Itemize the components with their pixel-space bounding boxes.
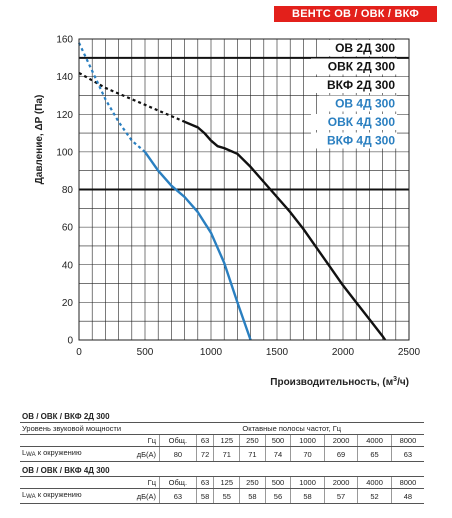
x-tick-label: 1500 (266, 347, 289, 358)
curves (78, 42, 387, 341)
lwa-label: LWA к окружению (20, 446, 130, 462)
table-cell: 52 (357, 488, 392, 504)
y-tick-label: 20 (62, 298, 74, 309)
freq-header-cell: Общ. (159, 434, 197, 447)
freq-header-cell: 1000 (290, 434, 325, 447)
table-cell: 74 (264, 446, 291, 462)
table-cell: 71 (239, 446, 266, 462)
series-1-line (184, 120, 387, 341)
table-cell: 55 (213, 488, 240, 504)
table-cell: 69 (323, 446, 358, 462)
legend-item: ОВ 4Д 300 (335, 97, 395, 111)
sound-table-4d: Гц Общ. 63 125 250 500 1000 2000 4000 8000 LWA к… (20, 476, 424, 504)
freq-header-cell: 500 (264, 434, 291, 447)
table-row: LWA к окружению дБ(А) 80 72 71 71 74 70 69 65 63 (20, 446, 424, 462)
legend-item-bg (311, 77, 397, 93)
table-row: Уровень звуковой мощности Октавные полос… (20, 422, 424, 435)
table-row: Гц Общ. 63 125 250 500 1000 2000 4000 8000 (20, 434, 424, 447)
table-cell: 72 (195, 446, 214, 462)
tick-labels: 0 500 1000 1500 2000 2500 0 20 40 60 80 100 120 140 16… (56, 35, 420, 359)
table-cell: 57 (323, 488, 358, 504)
y-tick-label: 100 (56, 147, 73, 158)
freq-header-cell: 125 (213, 476, 240, 489)
legend-item: ВКФ 2Д 300 (327, 78, 395, 92)
x-tick-label: 1000 (200, 347, 223, 358)
freq-header-cell: 250 (239, 476, 266, 489)
legend-item: ОВК 4Д 300 (328, 115, 396, 129)
lwa-label: LWA к окружению (20, 488, 130, 504)
hz-label: Гц (130, 476, 160, 489)
series-2-dashed-line (78, 42, 146, 153)
table-row: LWA к окружению дБ(А) 63 58 55 58 56 58 57 52 48 (20, 488, 424, 504)
unit-label: дБ(А) (130, 446, 160, 462)
legend-item-bg (319, 95, 397, 112)
pressure-flow-chart: 0 500 1000 1500 2000 2500 0 20 40 60 80 100 120 140 16… (34, 35, 421, 389)
y-axis-label: Давление, ΔP (Па) (34, 95, 45, 185)
table-cell: 48 (390, 488, 424, 504)
table-cell: 63 (390, 446, 424, 462)
freq-header-cell: 63 (195, 476, 214, 489)
table-cell: 58 (239, 488, 266, 504)
hz-label: Гц (130, 434, 160, 447)
x-axis-label-main: Производительность, (м (270, 377, 393, 388)
legend-item-bg (319, 40, 397, 56)
sound-power-label: Уровень звуковой мощности (20, 422, 160, 435)
table-cell: 58 (195, 488, 214, 504)
x-axis-label-end: /ч) (397, 377, 409, 388)
x-tick-label: 0 (76, 347, 82, 358)
y-tick-label: 0 (67, 336, 73, 347)
table1-title: ОВ / ОВК / ВКФ 2Д 300 (22, 412, 110, 421)
y-tick-label: 60 (62, 223, 74, 234)
freq-header-cell: 2000 (323, 476, 358, 489)
freq-header-cell: 500 (264, 476, 291, 489)
freq-header-cell: 8000 (390, 434, 424, 447)
table-cell: 71 (213, 446, 240, 462)
x-tick-label: 2000 (332, 347, 355, 358)
freq-header-cell: 4000 (357, 476, 392, 489)
table-cell: 65 (357, 446, 392, 462)
freq-header-cell: 2000 (323, 434, 358, 447)
series-2-line (144, 151, 252, 341)
legend-item: ОВК 2Д 300 (328, 60, 396, 74)
y-tick-label: 140 (56, 72, 73, 83)
y-tick-label: 120 (56, 110, 73, 121)
legend: ОВ 2Д 300 ОВК 2Д 300 ВКФ 2Д 300 ОВ 4Д 300 ОВ… (311, 40, 397, 149)
octave-header: Октавные полосы частот, Гц (159, 422, 424, 435)
sound-table-2d: Уровень звуковой мощности Октавные полос… (20, 422, 424, 462)
reference-lines (79, 56, 409, 191)
legend-item: ОВ 2Д 300 (335, 41, 395, 55)
table-cell: 80 (159, 446, 197, 462)
brand-badge: ВЕНТС ОВ / ОВК / ВКФ (274, 6, 437, 22)
plot-frame (78, 38, 410, 341)
table-cell: 58 (290, 488, 325, 504)
table2-title: ОВ / ОВК / ВКФ 4Д 300 (22, 466, 110, 475)
y-tick-label: 40 (62, 260, 74, 271)
freq-header-cell: 63 (195, 434, 214, 447)
table-cell: 56 (264, 488, 291, 504)
legend-item-bg (311, 132, 397, 149)
unit-label: дБ(А) (130, 488, 160, 504)
freq-header-cell: 4000 (357, 434, 392, 447)
legend-item-bg (311, 58, 397, 75)
y-tick-label: 160 (56, 35, 73, 46)
freq-header-cell: 125 (213, 434, 240, 447)
table-cell: 70 (290, 446, 325, 462)
x-axis-label: Производительность, (м3/ч) (270, 376, 409, 388)
table-cell: 63 (159, 488, 197, 504)
freq-header-cell: 1000 (290, 476, 325, 489)
legend-item: ВКФ 4Д 300 (327, 134, 395, 148)
y-tick-label: 80 (62, 185, 74, 196)
x-tick-label: 500 (137, 347, 154, 358)
freq-header-cell: 8000 (390, 476, 424, 489)
x-tick-label: 2500 (398, 347, 421, 358)
table-row: Гц Общ. 63 125 250 500 1000 2000 4000 8000 (20, 476, 424, 489)
legend-item-bg (311, 114, 397, 130)
freq-header-cell: Общ. (159, 476, 197, 489)
freq-header-cell: 250 (239, 434, 266, 447)
x-axis-label-sup: 3 (393, 376, 397, 383)
